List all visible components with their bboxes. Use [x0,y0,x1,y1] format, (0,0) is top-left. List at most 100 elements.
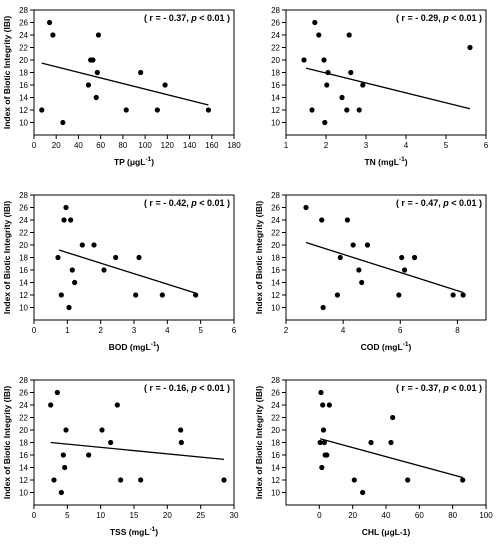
correlation-annotation: ( r = - 0.47, p < 0.01 ) [396,198,482,208]
correlation-annotation: ( r = - 0.16, p < 0.01 ) [144,383,230,393]
data-point [63,427,69,433]
x-axis-label-tail: ) [408,342,411,352]
y-tick-label: 18 [19,254,28,263]
data-point [356,267,362,273]
x-axis-label-tail: ) [155,527,158,537]
data-point [93,94,99,101]
x-tick-label: 3 [364,141,369,150]
data-point [90,57,96,63]
x-axis-label: BOD (mgL-1) [109,341,160,352]
annotation-r: ( r = - 0.37, [144,13,191,23]
x-tick-label: 140 [183,141,197,150]
data-point [69,267,75,273]
annotation-threshold: < 0.01 ) [197,13,230,23]
x-tick-label: 2 [284,326,289,335]
y-tick-label: 22 [271,44,280,53]
annotation-threshold: < 0.01 ) [197,198,230,208]
x-tick-label: 6 [484,141,489,150]
data-point [99,427,105,433]
x-tick-label: 1 [65,326,70,335]
correlation-annotation: ( r = - 0.37, p < 0.01 ) [396,383,482,393]
data-point [48,402,54,408]
x-axis-label: TN (mgL-1) [364,156,407,167]
correlation-annotation: ( r = - 0.29, p < 0.01 ) [396,13,482,23]
data-point [301,57,307,63]
data-point [162,82,168,88]
x-axis-label-tail: ) [151,157,154,167]
data-point [63,204,69,211]
y-tick-label: 14 [271,279,280,288]
data-point [312,19,318,26]
y-tick-label: 10 [19,304,28,313]
y-tick-label: 28 [271,191,280,200]
data-point [450,292,456,298]
y-tick-label: 26 [19,389,28,398]
data-point [79,242,85,248]
x-axis-label-superscript: -1 [145,156,151,163]
x-tick-label: 0 [317,511,322,520]
annotation-r: ( r = - 0.29, [396,13,443,23]
data-point [123,107,129,113]
x-axis-label-superscript: -1 [150,526,156,533]
data-point [324,452,330,458]
data-point [348,69,354,76]
x-tick-label: 80 [448,511,457,520]
y-tick-label: 22 [19,44,28,53]
y-tick-label: 22 [19,229,28,238]
y-tick-label: 20 [19,56,28,65]
x-tick-label: 180 [227,141,241,150]
y-tick-label: 24 [19,216,28,225]
data-point [138,69,144,76]
x-axis-label-tail: ) [156,342,159,352]
y-tick-label: 10 [19,119,28,128]
y-axis-label: Index of Biotic Integrity (IBI) [2,16,12,130]
x-tick-label: 25 [196,511,205,520]
x-axis-label: TSS (mgL-1) [110,526,158,537]
x-tick-label: 120 [161,141,175,150]
data-point [94,69,100,76]
y-tick-label: 16 [271,81,280,90]
y-tick-label: 24 [19,401,28,410]
data-point [467,44,473,51]
x-tick-label: 4 [165,326,170,335]
data-point [205,107,212,113]
x-tick-label: 6 [232,326,237,335]
data-point [138,477,144,483]
annotation-r: ( r = - 0.42, [144,198,191,208]
y-axis-label: Index of Biotic Integrity (IBI) [254,201,264,315]
data-point [411,254,418,261]
annotation-p: p [442,383,449,393]
data-point [309,107,315,113]
panel-tp: 0 20 40 60 80 100 120 140 160 180 10 12 14 16 18 20 22 24… [2,6,241,167]
x-tick-label: 40 [382,511,391,520]
plot-frame [285,194,487,321]
data-point [364,242,371,248]
data-point [95,32,102,38]
data-point [360,82,366,88]
data-point [118,477,124,483]
data-point [320,402,326,408]
data-point [318,389,324,396]
y-tick-label: 14 [271,94,280,103]
data-point [61,217,67,223]
x-tick-label: 0 [32,326,37,335]
y-tick-label: 20 [19,426,28,435]
x-tick-label: 4 [404,141,409,150]
y-tick-label: 18 [19,69,28,78]
x-tick-label: 15 [130,511,139,520]
annotation-p: p [442,198,449,208]
y-axis-label: Index of Biotic Integrity (IBI) [2,386,12,500]
data-point [51,477,57,483]
y-tick-label: 12 [19,106,28,115]
data-point [339,94,345,101]
x-axis-label: COD (mgL-1) [361,341,412,352]
y-tick-label: 28 [19,6,28,15]
y-tick-label: 12 [271,291,280,300]
x-tick-label: 60 [96,141,105,150]
data-point [337,254,343,261]
data-point [396,292,402,298]
data-point [72,279,78,286]
